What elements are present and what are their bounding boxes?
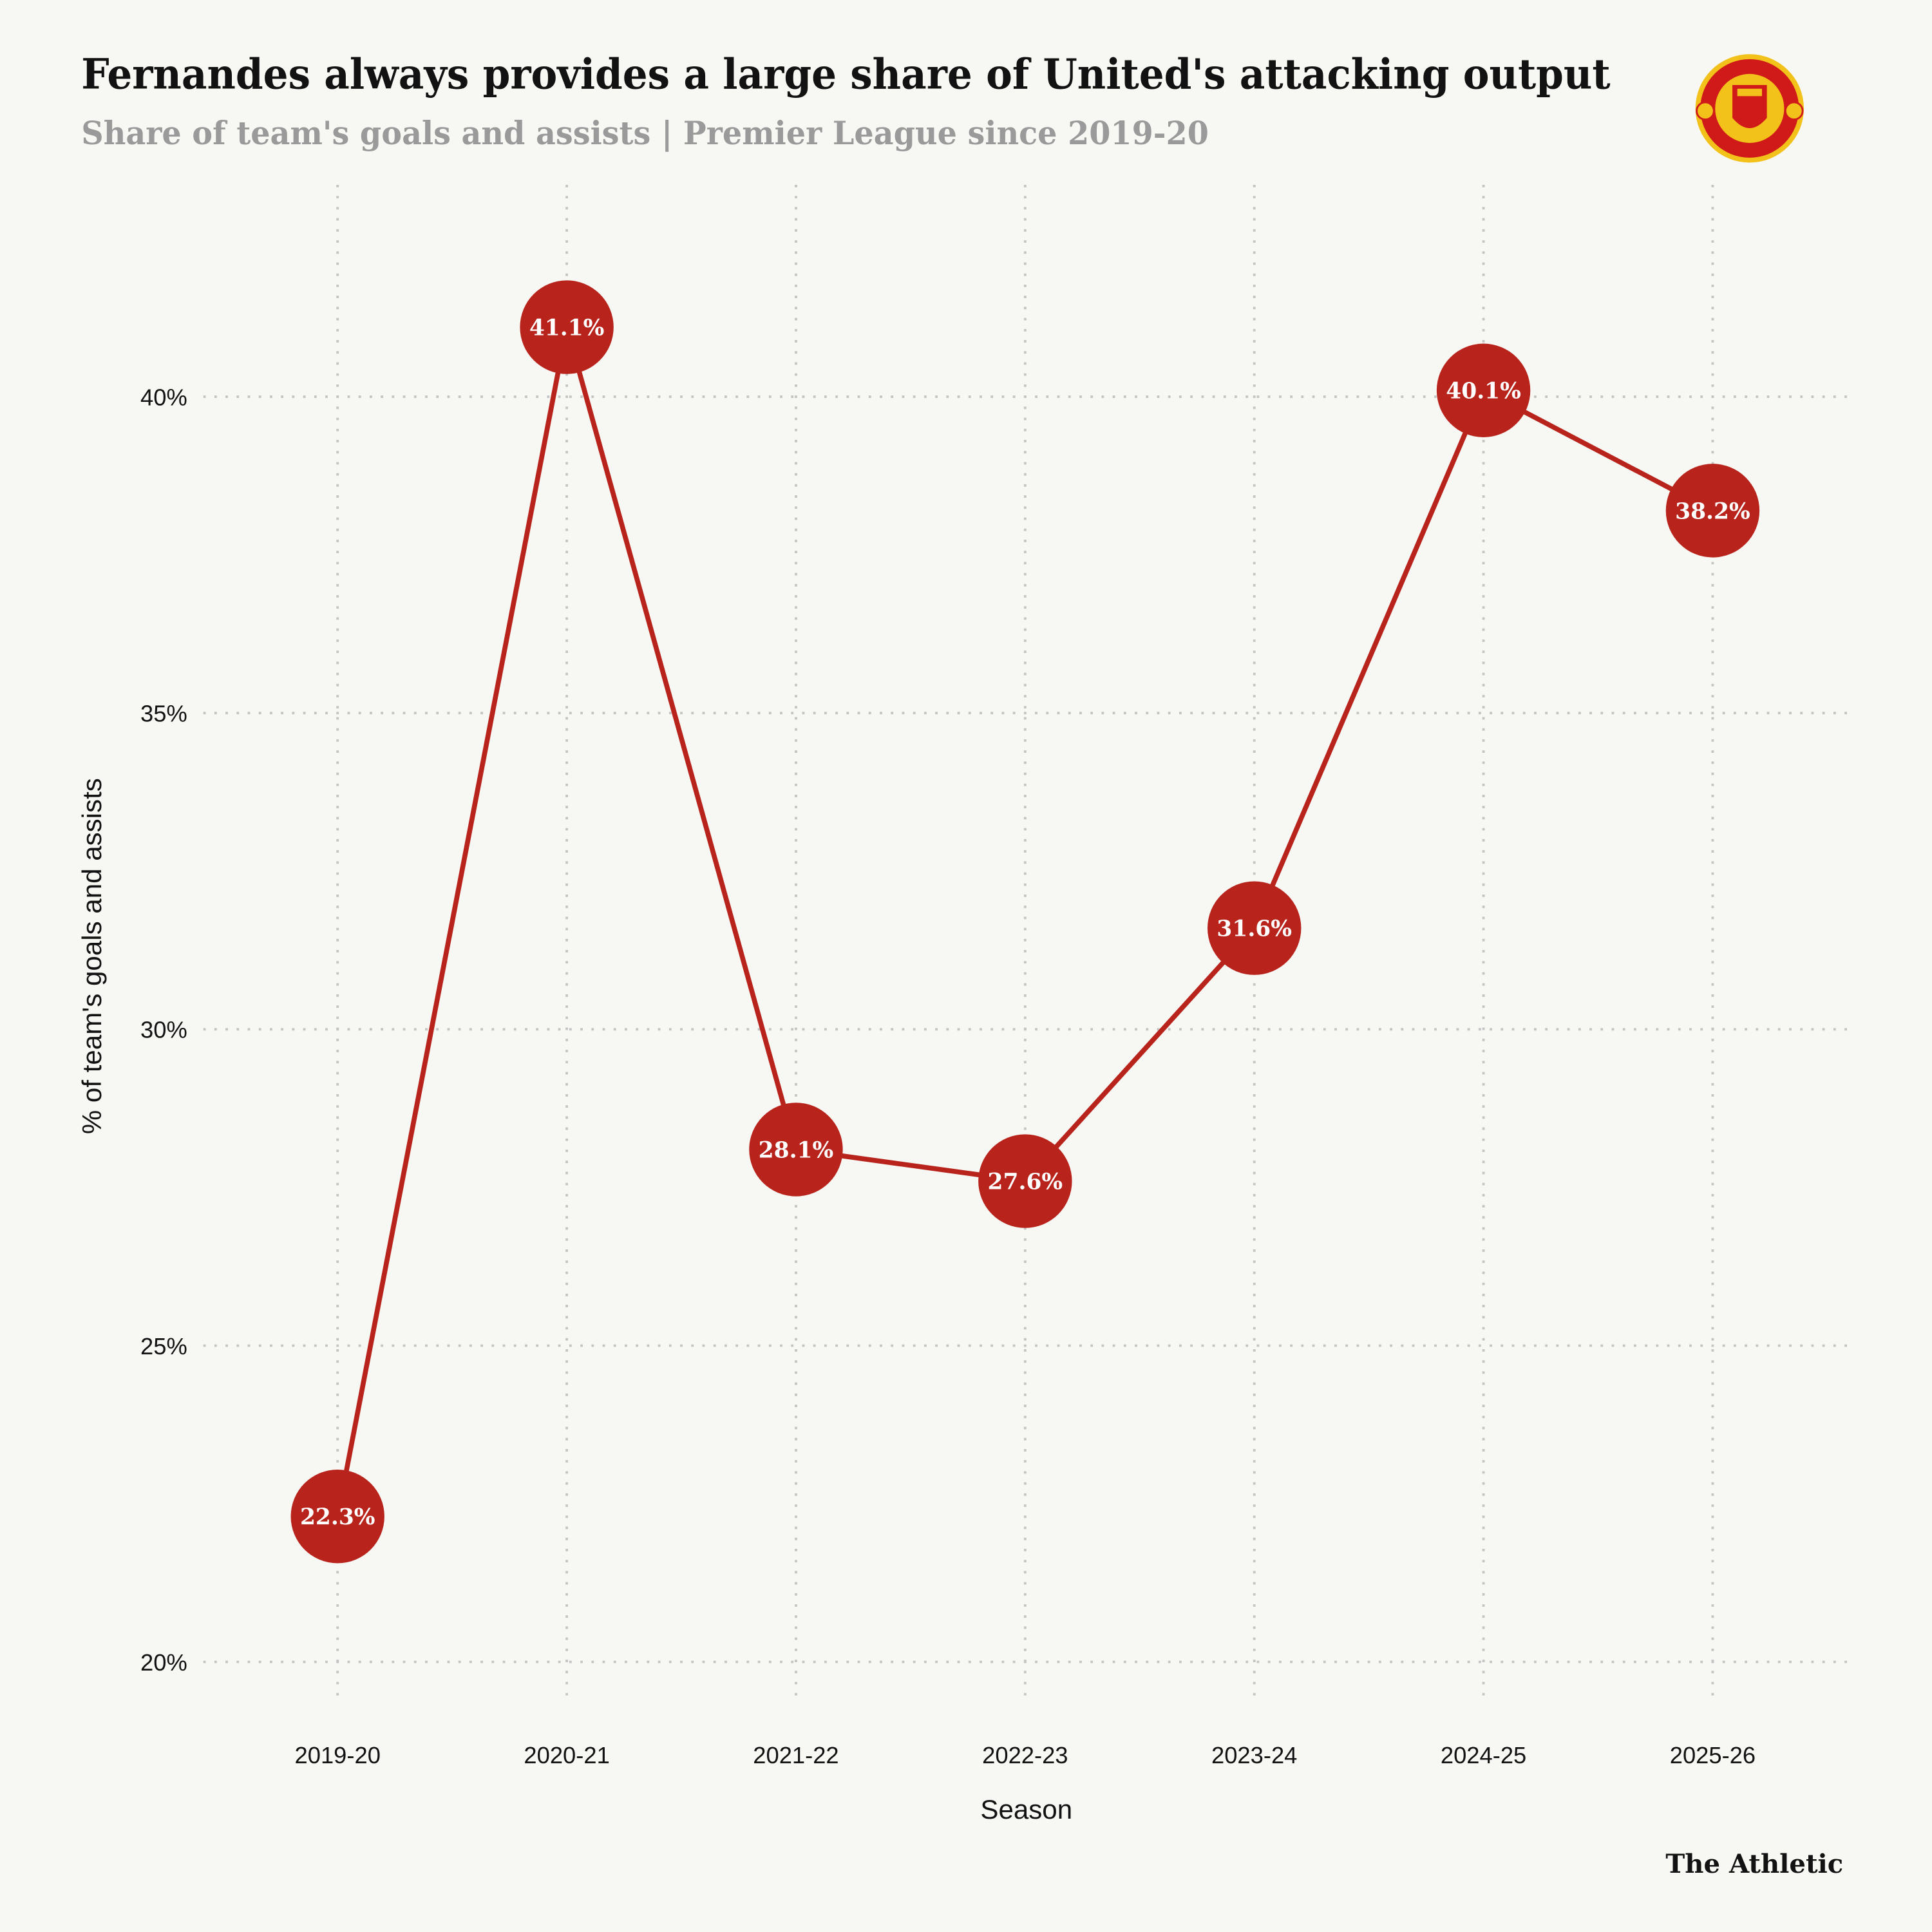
x-tick-label: 2019-20: [295, 1742, 381, 1768]
chart-subtitle: Share of team's goals and assists | Prem…: [81, 114, 1209, 153]
x-tick-label: 2020-21: [524, 1742, 609, 1768]
x-tick-label: 2023-24: [1211, 1742, 1297, 1768]
data-label: 38.2%: [1675, 498, 1750, 524]
data-point-marker: [290, 1469, 384, 1564]
data-point: 22.3%: [290, 1469, 384, 1564]
x-axis-label: Season: [980, 1794, 1072, 1824]
data-point-marker: [1208, 881, 1302, 975]
brand-logo-text: The Athletic: [1665, 1849, 1843, 1879]
y-tick-label: 35%: [140, 701, 187, 727]
data-point: 38.2%: [1665, 464, 1760, 558]
y-tick-label: 40%: [140, 384, 187, 410]
x-tick-label: 2021-22: [753, 1742, 838, 1768]
data-label: 41.1%: [529, 315, 605, 341]
data-point-marker: [1665, 464, 1760, 558]
data-point-marker: [520, 280, 614, 374]
y-tick-label: 20%: [140, 1649, 187, 1676]
data-point-marker: [978, 1134, 1072, 1228]
y-tick-label: 25%: [140, 1333, 187, 1359]
y-tick-label: 30%: [140, 1017, 187, 1043]
x-tick-label: 2022-23: [982, 1742, 1068, 1768]
data-point: 41.1%: [520, 280, 614, 374]
data-point: 40.1%: [1436, 343, 1531, 437]
y-axis-label: % of team's goals and assists: [77, 778, 107, 1134]
data-point: 28.1%: [749, 1103, 843, 1197]
data-label: 28.1%: [759, 1137, 834, 1163]
x-tick-label: 2024-25: [1441, 1742, 1526, 1768]
data-point-marker: [749, 1103, 843, 1197]
y-axis-ticks: 20% 25% 30% 35% 40%: [140, 384, 187, 1676]
chart-title: Fernandes always provides a large share …: [81, 50, 1610, 99]
data-label: 22.3%: [300, 1504, 375, 1530]
data-label: 27.6%: [988, 1170, 1063, 1195]
club-crest-logo: [1695, 54, 1804, 163]
data-label: 40.1%: [1446, 379, 1521, 404]
x-axis-ticks: 2019-20 2020-21 2021-22 2022-23 2023-24 2024-…: [295, 1742, 1756, 1768]
data-point-marker: [1436, 343, 1531, 437]
data-point: 27.6%: [978, 1134, 1072, 1228]
x-tick-label: 2025-26: [1670, 1742, 1756, 1768]
data-label: 31.6%: [1217, 916, 1292, 942]
data-points: 22.3% 41.1% 28.1% 27.6% 31.6% 40.1% 38.2%: [290, 280, 1760, 1564]
data-point: 31.6%: [1208, 881, 1302, 975]
